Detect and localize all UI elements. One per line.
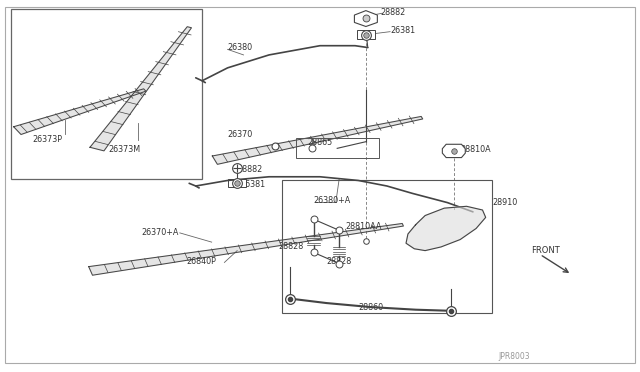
Text: 28810AA: 28810AA: [346, 222, 382, 231]
Text: 28828: 28828: [326, 257, 351, 266]
Bar: [296, 138, 379, 158]
Text: 26373M: 26373M: [108, 145, 141, 154]
Text: 28828: 28828: [278, 243, 304, 251]
Text: 28860: 28860: [358, 303, 383, 312]
Text: 26373P: 26373P: [32, 135, 62, 144]
Polygon shape: [357, 30, 375, 39]
Text: FRONT: FRONT: [532, 246, 560, 255]
Text: 26370: 26370: [228, 130, 253, 139]
Polygon shape: [13, 89, 146, 135]
Text: JPR8003: JPR8003: [499, 352, 530, 361]
Text: 28882: 28882: [237, 165, 262, 174]
Polygon shape: [442, 144, 465, 158]
Bar: [11, 9, 202, 179]
Polygon shape: [406, 206, 486, 251]
Text: 28865: 28865: [307, 138, 333, 147]
Text: 28810A: 28810A: [460, 145, 491, 154]
Text: 26370+A: 26370+A: [141, 228, 179, 237]
Polygon shape: [228, 179, 246, 187]
Text: 26380: 26380: [228, 43, 253, 52]
Polygon shape: [355, 11, 378, 26]
Text: 26381: 26381: [390, 26, 415, 35]
Polygon shape: [89, 224, 403, 275]
Polygon shape: [212, 116, 423, 164]
Text: 26381: 26381: [241, 180, 266, 189]
Text: 26840P: 26840P: [186, 257, 216, 266]
Text: 28882: 28882: [381, 8, 406, 17]
Bar: [282, 180, 492, 313]
Text: 26380+A: 26380+A: [314, 196, 351, 205]
Polygon shape: [90, 27, 191, 151]
Text: 28910: 28910: [492, 198, 517, 207]
